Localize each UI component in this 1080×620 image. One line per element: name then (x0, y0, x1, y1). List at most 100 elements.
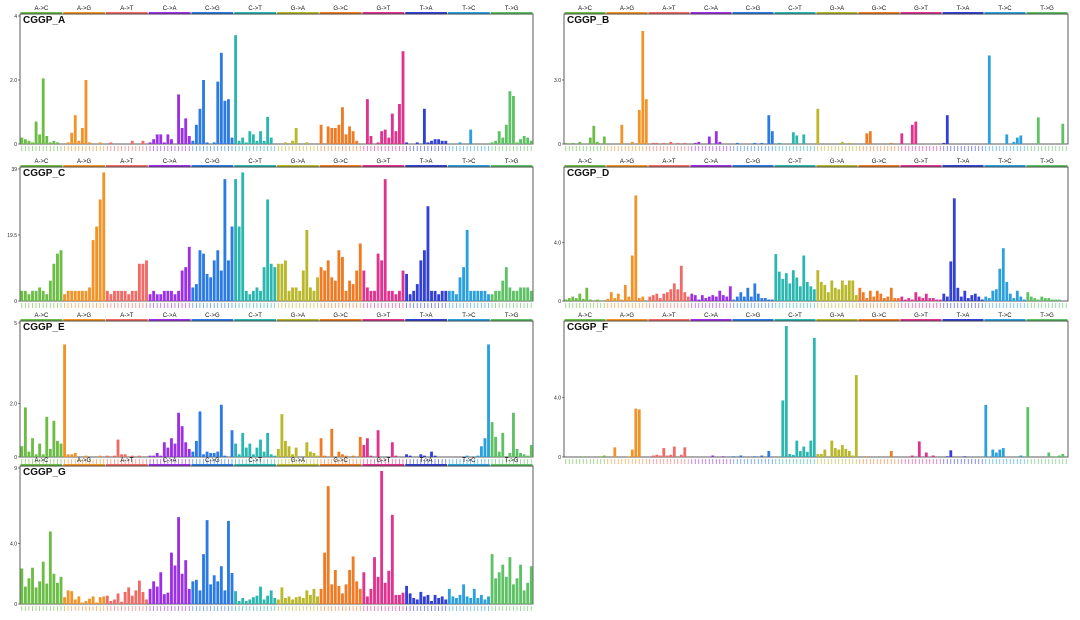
category-label-ttoc: T->C (462, 159, 476, 165)
category-strip-atoc (20, 319, 63, 322)
bar-ctog-3 (198, 590, 202, 604)
x-tick-mark (726, 146, 728, 151)
x-tick-mark (359, 146, 361, 151)
bar-ttog-6 (508, 452, 512, 457)
y-tick-label: 19.5 (7, 233, 17, 239)
x-tick-mark (687, 303, 689, 308)
x-tick-mark (932, 459, 934, 464)
bar-ctot-4 (244, 600, 248, 604)
bar-ttoc-8 (1008, 293, 1012, 301)
x-tick-mark (356, 606, 358, 611)
bar-atoc-1 (20, 446, 24, 457)
x-tick-mark (1002, 459, 1004, 464)
x-tick-mark (131, 606, 133, 611)
x-tick-mark (24, 146, 26, 151)
x-tick-mark (799, 459, 801, 464)
x-tick-mark (565, 146, 567, 151)
bar-gtoc-4 (330, 128, 334, 144)
x-tick-mark (260, 303, 261, 308)
bar-gtoa-6 (833, 287, 837, 301)
x-tick-mark (228, 459, 229, 464)
x-tick-mark (224, 606, 226, 611)
x-tick-mark (288, 459, 290, 464)
bar-gtot-6 (917, 441, 921, 457)
x-tick-mark (110, 459, 112, 464)
category-label-ttog: T->G (505, 159, 519, 165)
bar-gtoa-9 (305, 142, 309, 144)
bar-gtoc-2 (861, 292, 865, 301)
bar-atog-2 (609, 292, 613, 301)
x-tick-mark (49, 146, 51, 151)
bar-atog-5 (77, 140, 81, 144)
x-tick-mark (974, 303, 976, 308)
x-tick-mark (409, 459, 411, 464)
x-tick-mark (803, 303, 805, 308)
x-tick-mark (520, 146, 521, 151)
bar-ttog-7 (512, 412, 515, 457)
x-tick-mark (575, 459, 577, 464)
x-tick-mark (342, 459, 343, 464)
x-tick-mark (438, 606, 439, 611)
x-tick-mark (1016, 303, 1018, 308)
bar-ctoa-7 (711, 455, 715, 457)
x-tick-mark (796, 459, 798, 464)
x-tick-mark (792, 303, 794, 308)
x-tick-mark (621, 303, 623, 308)
x-tick-mark (121, 606, 122, 611)
x-tick-mark (345, 146, 347, 151)
bar-ctot-11 (269, 590, 273, 604)
bar-ctot-8 (798, 451, 802, 457)
x-tick-mark (750, 303, 752, 308)
bar-atog-3 (613, 298, 617, 301)
bar-ctog-11 (767, 115, 771, 144)
x-tick-mark (649, 459, 651, 464)
x-tick-mark (163, 606, 165, 611)
x-tick-mark (245, 146, 247, 151)
bar-ttoc-4 (994, 289, 998, 301)
x-tick-mark (185, 459, 187, 464)
category-label-atot: A->T (120, 458, 134, 464)
x-tick-mark (985, 459, 987, 464)
x-tick-mark (238, 606, 240, 611)
x-tick-mark (416, 459, 418, 464)
x-tick-mark (491, 146, 493, 151)
category-label-ctot: C->T (788, 313, 802, 319)
bar-gtoc-9 (886, 296, 890, 301)
x-tick-mark (124, 146, 126, 151)
category-label-ctog: C->G (746, 159, 761, 165)
x-tick-mark (256, 606, 258, 611)
category-label-atog: A->G (620, 313, 635, 319)
x-tick-mark (715, 303, 717, 308)
x-tick-mark (188, 146, 190, 151)
x-tick-mark (395, 303, 397, 308)
category-label-atog: A->G (620, 159, 635, 165)
bar-ttoc-11 (1019, 296, 1023, 301)
bar-gtot-4 (373, 290, 376, 301)
bar-gtot-5 (914, 292, 918, 301)
bar-ttoa-9 (433, 290, 437, 301)
bar-atot-8 (130, 595, 134, 604)
x-tick-mark (845, 146, 847, 151)
x-tick-mark (260, 459, 261, 464)
x-tick-mark (135, 303, 137, 308)
x-tick-mark (342, 303, 343, 308)
x-tick-mark (81, 146, 83, 151)
bar-ctog-2 (194, 284, 198, 301)
bar-ttoa-6 (422, 250, 426, 301)
bar-ttoa-1 (942, 293, 946, 301)
bar-ctot-2 (777, 142, 781, 144)
bar-ctoa-6 (166, 447, 170, 457)
bar-ttog-1 (490, 142, 494, 144)
x-tick-marks (21, 146, 532, 151)
bar-ttoa-9 (433, 139, 437, 144)
bar-ttog-5 (1040, 296, 1044, 301)
x-tick-mark (827, 303, 829, 308)
x-tick-mark (631, 459, 633, 464)
bar-gtoa-12 (316, 596, 319, 604)
bar-ctot-4 (244, 447, 248, 457)
bar-ctog-8 (216, 451, 220, 457)
bar-atot-7 (669, 454, 673, 457)
bar-ctog-9 (219, 566, 223, 604)
category-label-ttog: T->G (505, 458, 519, 464)
category-strip-ttog (490, 165, 533, 168)
